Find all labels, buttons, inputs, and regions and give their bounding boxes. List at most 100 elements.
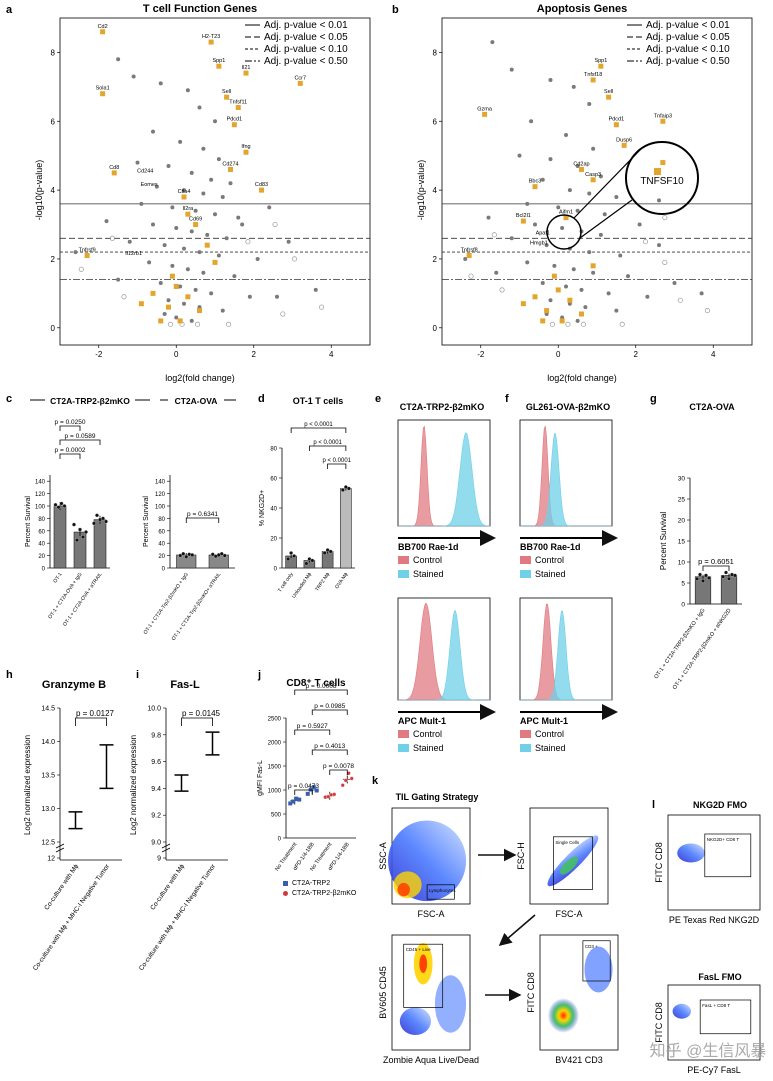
- y-tick-label: 500: [271, 813, 282, 819]
- gene-point: [267, 205, 272, 210]
- data-point: [721, 574, 725, 579]
- p-value-label: p < 0.0001: [322, 458, 351, 464]
- histogram-frame: [519, 419, 613, 527]
- legend-swatch-control: [520, 730, 531, 738]
- gene-point: [672, 281, 677, 286]
- y-tick-label: 6: [51, 117, 56, 126]
- highlight-gene-point: [259, 187, 264, 193]
- gene-label: Cd69: [189, 217, 202, 223]
- significance-bracket: [294, 689, 348, 695]
- data-point: [701, 578, 705, 583]
- panel-a-title: T cell Function Genes: [143, 3, 257, 15]
- data-point: [332, 792, 337, 797]
- y-tick-label: 0: [162, 567, 166, 573]
- panel-letter-f: f: [505, 393, 509, 405]
- y-tick-label: 140: [35, 480, 46, 486]
- y-axis-label: Percent Survival: [659, 512, 668, 570]
- zoom-line-1: [573, 149, 641, 219]
- category-label: OT-1 + CT2A-TRP2-β2mKO + αNKG2D: [672, 608, 733, 691]
- x-tick-label: 0: [174, 350, 179, 359]
- gene-point: [567, 188, 572, 193]
- legend-entry: Adj. p-value < 0.50: [646, 56, 730, 67]
- data-point: [184, 554, 189, 559]
- cell-density: [434, 975, 467, 1033]
- gene-point-hollow: [642, 239, 648, 245]
- data-point: [340, 488, 345, 492]
- gene-point-hollow: [677, 297, 683, 303]
- highlight-gene-point: [660, 160, 666, 166]
- panel-b: b Apoptosis Genes -2 0 2 4 0 2 4 6 8 Adj. p-value…: [392, 3, 753, 383]
- data-point: [286, 557, 291, 561]
- data-point: [62, 504, 67, 508]
- bar: [53, 505, 67, 569]
- y-tick-label: 60: [38, 529, 45, 535]
- gene-point: [575, 164, 580, 169]
- legend-entry: CT2A-TRP2: [292, 880, 330, 887]
- data-point: [59, 501, 64, 506]
- gene-point: [463, 256, 468, 261]
- gene-point-hollow: [78, 266, 84, 272]
- gene-point-hollow: [167, 321, 173, 327]
- gene-point: [564, 133, 568, 138]
- data-point: [349, 776, 354, 781]
- panel-letter-d: d: [258, 393, 265, 405]
- gene-point: [579, 287, 584, 292]
- data-point: [222, 553, 227, 558]
- gene-point: [591, 270, 596, 275]
- marker-label: APC Mult-1: [520, 716, 568, 726]
- marker-label: APC Mult-1: [398, 716, 446, 726]
- legend-control: Control: [535, 729, 564, 739]
- bar-chart-c1: 0 20 40 60 80 100 120 140 Percent Survival OT-1OT…: [25, 419, 110, 628]
- data-point: [698, 572, 702, 577]
- gene-point: [490, 40, 495, 45]
- data-point: [314, 788, 319, 793]
- panel-c-title-left: CT2A-TRP2-β2mKO: [50, 396, 130, 406]
- gate-label: CD45 + Live: [406, 947, 431, 952]
- data-point: [311, 785, 316, 790]
- p-value-label: p < 0.0001: [313, 440, 342, 446]
- panel-k-title: TIL Gating Strategy: [396, 792, 479, 802]
- gene-point-hollow: [704, 308, 710, 314]
- gene-point: [170, 263, 175, 268]
- gene-point: [637, 222, 642, 227]
- data-point: [81, 535, 85, 539]
- gene-label: Sell: [222, 89, 231, 95]
- range-bar: [205, 731, 220, 756]
- cell-density: [547, 998, 580, 1033]
- gene-point: [494, 270, 499, 275]
- highlight-gene-point: [100, 91, 106, 97]
- y-tick-label: 100: [35, 505, 46, 511]
- gate-label: CD3 +: [585, 944, 598, 949]
- panel-letter-e: e: [375, 393, 381, 405]
- highlight-gene-point: [173, 283, 179, 289]
- panel-b-xlabel: log2(fold change): [547, 373, 617, 383]
- gene-point: [201, 191, 206, 196]
- gene-point-hollow: [272, 221, 278, 228]
- p-value-label: p = 0.6341: [187, 511, 218, 518]
- significance-bracket: [59, 439, 101, 445]
- legend-stained: Stained: [535, 743, 566, 753]
- legend-entry: Adj. p-value < 0.50: [264, 56, 348, 67]
- panel-letter-i: i: [136, 669, 139, 681]
- cell-density: [399, 1007, 431, 1036]
- gene-point: [189, 229, 194, 234]
- legend-entry: Adj. p-value < 0.05: [646, 32, 730, 43]
- gene-point: [178, 284, 183, 289]
- flow-x-label: PE-Cy7 FasL: [687, 1065, 741, 1075]
- gating-arrow: [498, 914, 536, 947]
- panel-h: h Granzyme B 12 12.5 13.0 13.5 14.0 14.5 Log2 …: [6, 669, 122, 972]
- p-value-label: p = 0.0127: [76, 709, 115, 718]
- panel-letter-g: g: [650, 393, 657, 405]
- y-tick-label: 0: [274, 567, 278, 573]
- y-tick-label: 0: [433, 324, 438, 333]
- gene-point: [575, 208, 580, 213]
- gene-point: [614, 194, 619, 199]
- panel-letter-j: j: [257, 669, 261, 681]
- gene-label: Tnfaip3: [654, 113, 672, 119]
- panel-l-title1: NKG2D FMO: [693, 800, 747, 810]
- gene-point: [645, 294, 650, 299]
- gene-point: [529, 119, 534, 124]
